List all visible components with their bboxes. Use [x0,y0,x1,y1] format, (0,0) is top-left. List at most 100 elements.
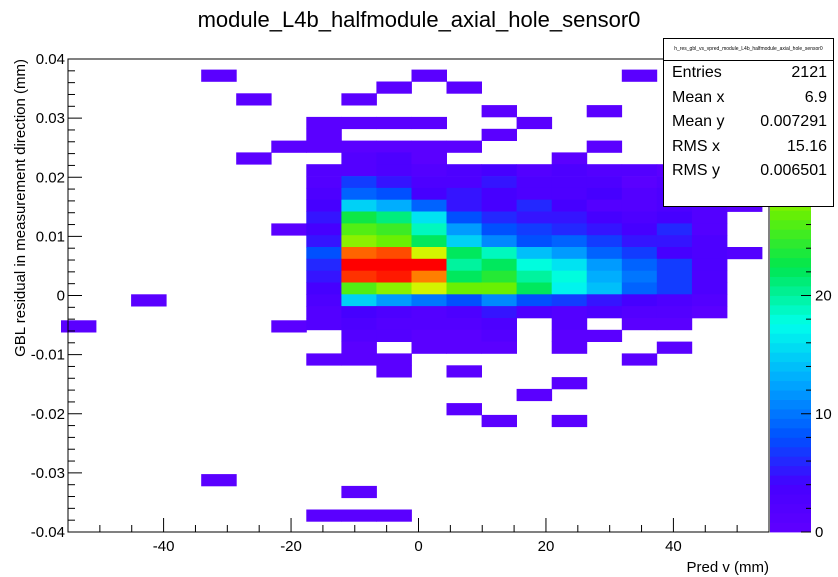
heatmap-bin [656,341,693,354]
x-tick-label: 0 [414,538,422,555]
heatmap-bin [341,116,377,130]
heatmap-bin [306,235,342,248]
heatmap-bin [691,258,728,271]
heatmap-bin [446,140,482,153]
heatmap-bin [341,164,377,177]
palette-step [770,390,811,400]
heatmap-bin [481,235,517,248]
stats-label: RMS x [672,137,720,155]
heatmap-bin [376,81,412,94]
y-tick-label: 0 [57,288,65,305]
heatmap-bin [61,320,97,333]
heatmap-bin [516,223,553,236]
heatmap-bin [481,187,517,201]
heatmap-bin [446,329,482,342]
heatmap-bin [621,176,658,189]
heatmap-bin [481,341,517,354]
palette-step [770,286,811,296]
chart-title: module_L4b_halfmodule_axial_hole_sensor0 [198,7,641,32]
heatmap-bin [376,199,412,212]
heatmap-bin [341,318,377,331]
heatmap-bin [411,223,447,236]
palette-step [770,352,811,363]
heatmap-bin [551,329,588,342]
heatmap-bins [61,69,763,522]
heatmap-bin [586,270,623,283]
heatmap-bin [411,329,447,342]
heatmap-bin [586,176,623,189]
palette-step [770,494,811,505]
heatmap-bin [621,353,658,366]
heatmap-bin [586,199,623,212]
palette-step [770,342,811,353]
heatmap-bin [481,294,517,307]
palette-tick-label: 0 [815,524,823,541]
heatmap-bin [446,81,482,94]
heatmap-bin [411,318,447,331]
y-axis-label: GBL residual in measurement direction (m… [12,59,29,357]
heatmap-bin [341,176,377,189]
palette-step [770,276,811,287]
heatmap-bin [551,152,588,165]
palette-step [770,456,811,467]
heatmap-bin [236,93,272,106]
heatmap-bin [551,176,588,189]
heatmap-bin [446,318,482,331]
heatmap-bin [586,164,623,177]
heatmap-bin [691,223,728,236]
heatmap-bin [516,164,553,177]
heatmap-bin [306,223,342,236]
heatmap-bin [306,164,342,177]
heatmap-bin [621,164,658,177]
heatmap-bin [621,318,658,331]
stats-label: Mean y [672,113,725,130]
heatmap-bin [446,270,482,283]
heatmap-bin [516,176,553,189]
stats-row-rms-y: RMS y 0.006501 [664,159,833,184]
palette-step [770,446,811,457]
heatmap-bin [516,187,553,201]
heatmap-bin [446,282,482,295]
heatmap-bin [411,69,447,82]
heatmap-bin [446,199,482,212]
heatmap-bin [621,282,658,295]
heatmap-bin [376,235,412,248]
heatmap-bin [376,140,412,153]
heatmap-bin [376,223,412,236]
palette-step [770,409,811,419]
heatmap-bin [446,403,482,416]
heatmap-bin [376,294,412,307]
heatmap-bin [341,211,377,224]
heatmap-bin [481,199,517,212]
stats-row-entries: Entries 2121 [664,61,833,86]
heatmap-bin [271,223,307,236]
heatmap-bin [551,414,588,428]
heatmap-bin [376,329,412,342]
heatmap-bin [551,341,588,354]
heatmap-bin [411,152,447,165]
heatmap-bin [411,294,447,307]
heatmap-bin [516,306,553,319]
heatmap-bin [306,509,342,522]
heatmap-bin [306,270,342,283]
heatmap-bin [306,140,342,153]
heatmap-bin [341,485,377,499]
heatmap-bin [201,474,237,487]
heatmap-bin [446,176,482,189]
heatmap-bin [481,164,517,177]
heatmap-bin [586,329,623,342]
heatmap-bin [621,199,658,212]
y-tick-label: -0.03 [31,465,65,482]
palette-step [770,380,811,391]
heatmap-bin [306,294,342,307]
stats-value: 0.007291 [760,113,827,130]
palette-step [770,465,811,476]
heatmap-bin [551,247,588,260]
heatmap-bin [411,258,447,271]
heatmap-bin [306,187,342,201]
heatmap-bin [691,235,728,248]
heatmap-bin [131,294,167,307]
heatmap-bin [726,247,763,260]
heatmap-bin [341,294,377,307]
heatmap-bin [306,199,342,212]
